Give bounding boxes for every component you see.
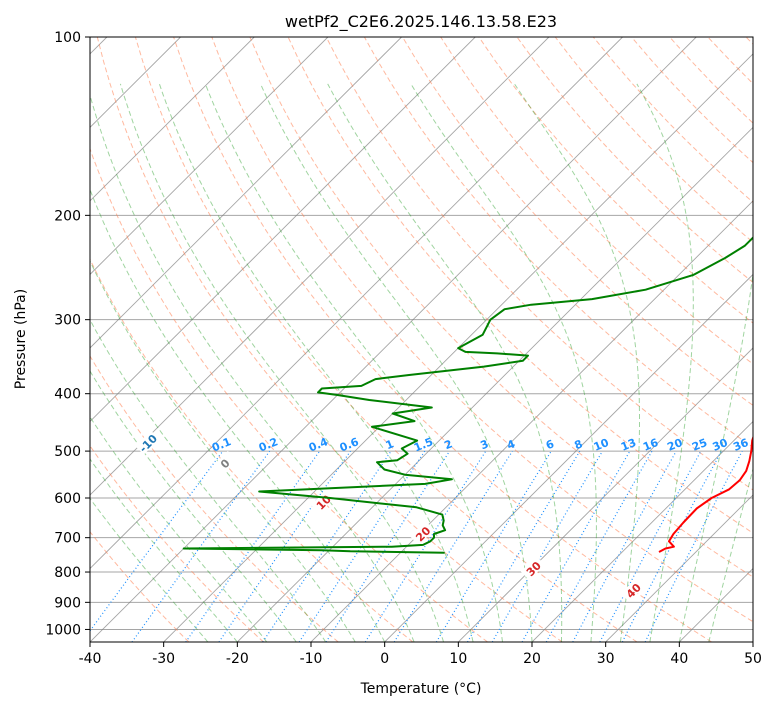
- mixing-ratio-label: 8: [573, 437, 585, 452]
- moist-adiabat-line: [90, 318, 327, 642]
- mixing-ratio-line: [185, 450, 321, 642]
- dry-adiabat-line: [249, 37, 753, 578]
- mixing-ratio-label: 13: [619, 436, 638, 454]
- moist-adiabat-line: [327, 83, 563, 642]
- isotherm-line: [90, 37, 402, 349]
- dry-adiabat-line: [173, 37, 712, 642]
- mixing-ratio-line: [262, 450, 392, 642]
- plot-frame: [89, 36, 754, 643]
- mixing-ratio-line: [131, 450, 271, 642]
- moist-adiabat-line: [119, 83, 445, 642]
- dry-adiabat-line: [96, 37, 563, 642]
- dry-adiabat-line: [516, 37, 753, 284]
- mixing-ratio-line: [545, 450, 653, 642]
- dry-adiabat-line: [90, 258, 414, 642]
- chart-title: wetPf2_C2E6.2025.146.13.58.E23: [285, 12, 557, 32]
- x-tick-label: -20: [226, 651, 249, 667]
- mixing-ratio-line: [325, 450, 451, 642]
- isotherm-line: [163, 53, 753, 642]
- dry-adiabat-line: [90, 147, 488, 642]
- x-axis-label: Temperature (°C): [360, 681, 482, 697]
- mixing-ratio-line: [599, 450, 702, 642]
- mixing-ratio-label: 30: [711, 436, 730, 454]
- isotherm-line: [90, 37, 697, 642]
- moist-adiabat-line: [636, 83, 694, 642]
- dry-adiabat-line: [402, 37, 753, 406]
- moist-adiabat-line: [90, 415, 268, 642]
- isotherm-line: [237, 126, 753, 642]
- y-tick-label: 700: [54, 531, 81, 547]
- y-tick-label: 400: [54, 387, 81, 403]
- mixing-ratio-line: [218, 450, 351, 642]
- dry-adiabat-label-bg: [212, 450, 237, 475]
- x-tick-label: 0: [380, 651, 389, 667]
- isotherm-line: [90, 37, 550, 496]
- dry-adiabat-line: [211, 37, 753, 623]
- mixing-ratio-line: [572, 450, 677, 642]
- moist-adiabat-line: [678, 270, 753, 642]
- moist-adiabat-line: [158, 83, 474, 642]
- isotherm-line: [90, 37, 623, 570]
- mixing-ratio-label: 10: [592, 436, 611, 454]
- moist-adiabat-line: [204, 83, 503, 642]
- dry-adiabat-line: [440, 37, 753, 365]
- mixing-ratio-line: [435, 450, 552, 642]
- x-tick-label: 50: [744, 651, 762, 667]
- isotherm-line: [458, 347, 753, 642]
- x-tick-label: 20: [523, 651, 541, 667]
- mixing-ratio-label: 16: [641, 436, 660, 454]
- x-tick-label: 30: [597, 651, 615, 667]
- dry-adiabat-label-bg: [410, 521, 435, 546]
- dewpoint-profile-line: [182, 236, 753, 554]
- moist-adiabat-line: [514, 83, 640, 642]
- moist-adiabat-line: [90, 259, 356, 642]
- dry-adiabat-label-bg: [135, 430, 160, 455]
- dry-adiabat-line: [325, 37, 753, 491]
- isotherm-line: [605, 494, 753, 642]
- mixing-ratio-line: [298, 450, 426, 642]
- moist-adiabat-line: [90, 370, 297, 642]
- mixing-ratio-label: 2: [442, 437, 454, 452]
- temperature-profile-line: [658, 434, 753, 553]
- y-tick-label: 600: [54, 491, 81, 507]
- x-tick-label: -30: [152, 651, 175, 667]
- dry-adiabat-label-bg: [620, 577, 645, 602]
- dry-adiabat-line: [134, 37, 638, 642]
- dry-adiabat-line: [90, 530, 190, 642]
- y-tick-label: 800: [54, 565, 81, 581]
- y-tick-label: 900: [54, 595, 81, 611]
- isotherm-line: [90, 37, 329, 276]
- mixing-ratio-label: 3: [479, 437, 491, 452]
- y-tick-label: 300: [54, 313, 81, 329]
- isotherm-line: [531, 420, 753, 642]
- mixing-ratio-label: 25: [690, 436, 709, 454]
- mixing-ratio-line: [621, 450, 722, 642]
- y-tick-label: 100: [54, 30, 81, 46]
- dry-adiabat-line: [90, 355, 339, 642]
- y-tick-label: 500: [54, 444, 81, 460]
- x-tick-label: -40: [79, 651, 102, 667]
- x-tick-label: 10: [449, 651, 467, 667]
- x-tick-label: 40: [670, 651, 688, 667]
- isotherm-line: [90, 37, 476, 423]
- moist-adiabat-line: [260, 83, 533, 642]
- mixing-ratio-line: [393, 450, 513, 642]
- isotherm-line: [384, 273, 753, 642]
- mixing-ratio-label: 20: [665, 436, 684, 454]
- y-tick-label: 200: [54, 208, 81, 224]
- moist-adiabat-line: [708, 467, 753, 642]
- dry-adiabat-label-bg: [520, 556, 545, 581]
- mixing-ratio-label: 1: [384, 437, 396, 452]
- x-tick-label: -10: [300, 651, 323, 667]
- moist-adiabat-line: [90, 458, 238, 642]
- mixing-ratio-label: 36: [731, 436, 750, 454]
- dry-adiabat-label-bg: [310, 489, 335, 514]
- y-axis-label: Pressure (hPa): [13, 289, 29, 389]
- dry-adiabat-line: [90, 445, 264, 642]
- y-tick-label: 1000: [45, 622, 81, 638]
- isotherm-line: [90, 37, 255, 202]
